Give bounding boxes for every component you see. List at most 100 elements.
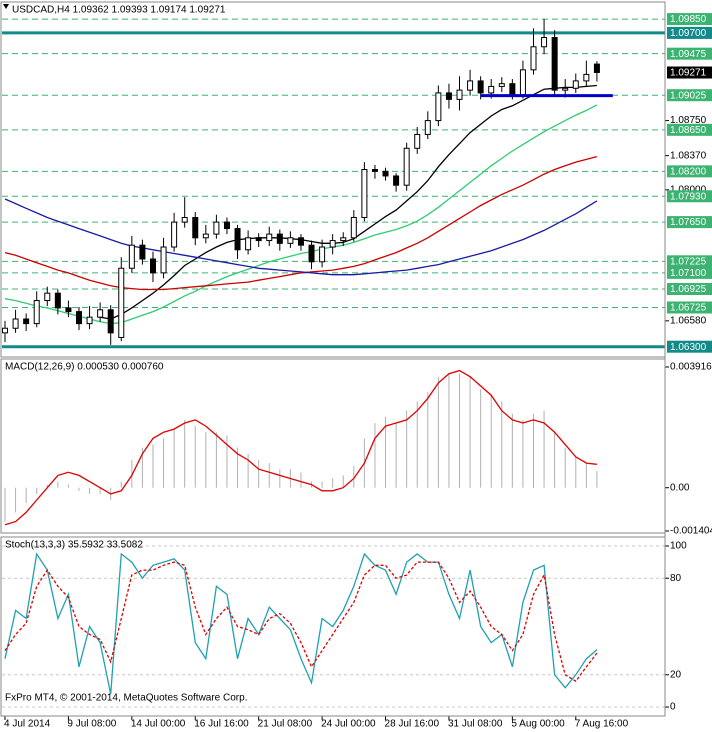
y-tick-label: 100 (670, 541, 687, 552)
candle-body (128, 244, 135, 269)
candle-body (393, 175, 400, 186)
candle-body (139, 244, 146, 260)
x-tick-label: 16 Jul 16:00 (194, 719, 249, 730)
candle-body (329, 240, 336, 248)
candle-body (435, 92, 442, 122)
candle-body (97, 309, 104, 318)
price-label-bg (667, 340, 712, 353)
candle-body (65, 307, 72, 313)
price-label: 1.07100 (670, 268, 707, 279)
candle-body (403, 147, 410, 186)
candle-body (213, 221, 220, 235)
price-label: 1.06925 (670, 284, 707, 295)
x-tick-label: 21 Jul 08:00 (258, 719, 313, 730)
x-tick-label: 9 Jul 08:00 (67, 719, 116, 730)
price-label: 1.09475 (670, 49, 707, 60)
candle-body (488, 85, 495, 94)
price-label-bg (667, 190, 712, 203)
candle-body (530, 46, 537, 71)
price-label-bg (667, 26, 712, 39)
candle-body (118, 267, 125, 338)
price-label-bg (667, 123, 712, 136)
series-line (4, 369, 597, 526)
price-label: 1.08200 (670, 166, 707, 177)
candle-body (467, 80, 474, 91)
price-label: 1.07650 (670, 217, 707, 228)
candle-body (562, 87, 569, 91)
candle-body (424, 120, 431, 135)
price-label: 1.07930 (670, 191, 707, 202)
y-tick-label: 0.00 (670, 482, 690, 493)
price-label-bg (667, 216, 712, 229)
candle-body (12, 318, 19, 329)
candle-body (2, 327, 8, 334)
price-label-bg (667, 13, 712, 26)
candle-body (371, 169, 378, 172)
candle-body (107, 309, 114, 334)
panel-title: MACD(12,26,9) 0.000530 0.000760 (5, 362, 164, 373)
candle-body (86, 316, 93, 325)
price-label-bg (667, 89, 712, 102)
panel-title: Stoch(13,3,3) 35.5932 33.5082 (5, 540, 143, 551)
panel-icon (3, 4, 9, 9)
y-tick-label: 0 (670, 702, 676, 713)
x-tick-label: 4 Jul 2014 (4, 719, 51, 730)
price-label: 1.09025 (670, 90, 707, 101)
y-tick-label: 1.08370 (670, 150, 707, 161)
x-tick-label: 24 Jul 00:00 (321, 719, 376, 730)
price-label: 1.09850 (670, 14, 707, 25)
candle-body (593, 63, 600, 74)
candle-body (75, 311, 82, 325)
candle-body (319, 246, 326, 263)
y-tick-label: 1.08750 (670, 115, 707, 126)
series-line (4, 104, 598, 325)
y-tick-label: 80 (670, 573, 682, 584)
y-tick-label: 1.08000 (670, 184, 707, 195)
candle-body (234, 228, 241, 251)
y-tick-label: 1.06580 (670, 315, 707, 326)
candle-body (202, 233, 209, 239)
candle-body (308, 244, 315, 263)
candle-body (477, 80, 484, 94)
x-tick-label: 31 Jul 08:00 (448, 719, 503, 730)
y-tick-label: -0.001404 (670, 526, 712, 537)
price-label: 1.06300 (670, 342, 707, 353)
price-label-bg (667, 301, 712, 314)
price-label-bg (667, 283, 712, 296)
candle-body (572, 80, 579, 89)
panel-title: USDCAD,H4 1.09362 1.09393 1.09174 1.0927… (12, 5, 226, 16)
x-tick-label: 7 Aug 16:00 (575, 719, 629, 730)
price-label: 1.06725 (670, 303, 707, 314)
x-tick-label: 28 Jul 16:00 (385, 719, 440, 730)
candle-body (23, 318, 30, 325)
candle-body (414, 133, 421, 149)
series-line (4, 198, 598, 276)
candle-body (541, 37, 548, 48)
price-label-bg (667, 47, 712, 60)
series-line (4, 155, 598, 291)
x-tick-label: 14 Jul 00:00 (131, 719, 186, 730)
candle-body (350, 216, 357, 239)
series-line (4, 561, 598, 683)
candle-body (181, 216, 188, 223)
y-tick-label: 0.003916 (670, 362, 712, 373)
price-label: 1.09271 (670, 68, 707, 79)
candle-body (456, 89, 463, 100)
candle-body (192, 216, 199, 239)
footer: FxPro MT4, © 2001-2014, MetaQuotes Softw… (5, 693, 247, 704)
price-label: 1.07225 (670, 256, 707, 267)
candle-body (498, 83, 505, 87)
candle-body (54, 292, 61, 309)
price-label-bg (667, 266, 712, 279)
x-tick-label: 5 Aug 00:00 (511, 719, 565, 730)
series-line (99, 84, 597, 320)
candle-body (583, 73, 590, 82)
candle-body (33, 300, 40, 325)
candle-body (266, 233, 273, 242)
candle-body (255, 237, 262, 242)
price-label: 1.08650 (670, 125, 707, 136)
price-label: 1.09700 (670, 28, 707, 39)
candle-body (44, 292, 51, 302)
